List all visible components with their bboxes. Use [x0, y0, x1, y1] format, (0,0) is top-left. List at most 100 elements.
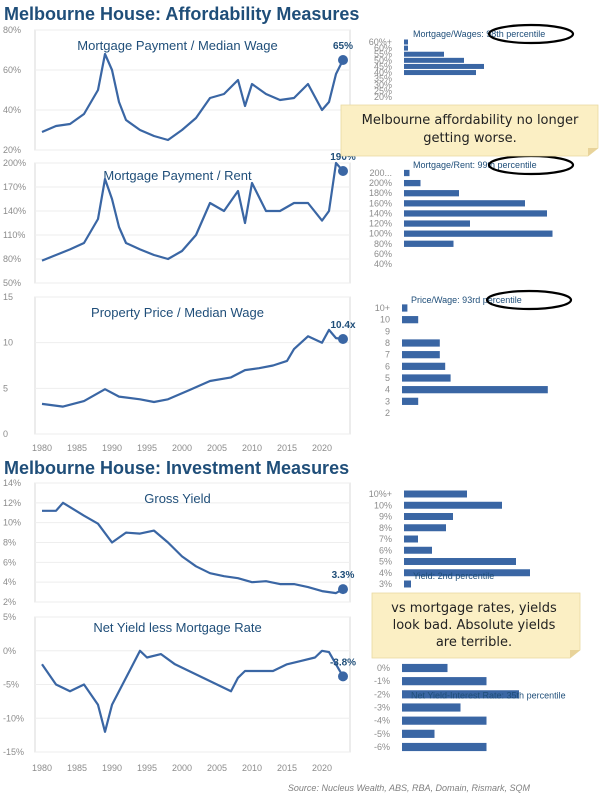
- histogram-bar: [404, 490, 467, 498]
- x-tick-label: 2010: [242, 443, 262, 453]
- histogram-bin-label: 50%: [374, 55, 392, 65]
- series-endpoint: [338, 55, 348, 65]
- histogram-bar: [404, 190, 459, 197]
- note-affordability-line-2: getting worse.: [423, 131, 517, 146]
- histogram-bar: [402, 703, 461, 712]
- histogram-bin-label: 45%: [374, 61, 392, 71]
- histogram-bin-label: 8: [385, 338, 390, 348]
- note-investment: vs mortgage rates, yields look bad. Abso…: [371, 592, 581, 659]
- histogram-bin-label: -3%: [374, 703, 390, 713]
- histogram-bar: [404, 580, 411, 588]
- x-tick-label: 2000: [172, 763, 192, 773]
- x-axis-years-affordability: 1980 1985 1990 1995 2000 2005 2010 2015 2020: [32, 443, 332, 453]
- x-tick-label: 1990: [102, 443, 122, 453]
- chart-title: Gross Yield: [144, 491, 210, 506]
- histogram-bin-label: 55%: [374, 49, 392, 59]
- series-line: [41, 649, 344, 733]
- x-tick-label: 2005: [207, 443, 227, 453]
- x-tick-label: 1995: [137, 443, 157, 453]
- x-tick-label: 2020: [312, 443, 332, 453]
- y-tick-label: 10: [3, 338, 13, 348]
- histogram-bar: [404, 210, 547, 217]
- y-tick-label: 5%: [3, 612, 16, 622]
- histogram-bin-label: 9: [385, 326, 390, 336]
- histogram-bin-label: 4: [385, 385, 390, 395]
- histogram-bin-label: 160%: [369, 198, 392, 208]
- histogram-bar: [402, 397, 419, 405]
- histogram-bin-label: -2%: [374, 689, 390, 699]
- percentile-highlight-ring: [485, 289, 573, 311]
- histogram-bin-label: 100%: [369, 229, 392, 239]
- x-tick-label: 2010: [242, 763, 262, 773]
- histogram-bin-label: 200...: [369, 168, 392, 178]
- histogram-bar: [404, 569, 530, 577]
- y-tick-label: -15%: [3, 747, 24, 757]
- y-tick-label: 15: [3, 292, 13, 302]
- histogram-bin-label: 60%+: [369, 37, 392, 47]
- histogram-bin-label: 3%: [379, 579, 392, 589]
- y-tick-label: 5: [3, 383, 8, 393]
- histogram-bin-label: 7: [385, 350, 390, 360]
- histogram-bar: [402, 351, 440, 359]
- histogram-price-wage: 10+ 109 8 76 5 43 2 Price/Wage: 93rd percentile: [375, 289, 573, 418]
- percentile-label: Mortgage/Rent: 99th percentile: [413, 160, 537, 170]
- chart-title: Mortgage Payment / Median Wage: [77, 38, 277, 53]
- x-tick-label: 2015: [277, 443, 297, 453]
- histogram-bar: [404, 230, 553, 237]
- x-tick-label: 2015: [277, 763, 297, 773]
- y-tick-label: 6%: [3, 557, 16, 567]
- note-investment-line-1: vs mortgage rates, yields: [391, 601, 557, 616]
- histogram-bin-label: 10: [380, 315, 390, 325]
- endpoint-label: 190%: [330, 152, 356, 163]
- series-line: [41, 52, 344, 142]
- chart-mortgage-wage: 20% 40% 60% 80% Mortgage Payment / Median Wa…: [3, 25, 353, 155]
- histogram-bin-label: 8%: [379, 523, 392, 533]
- y-tick-label: 4%: [3, 577, 16, 587]
- histogram-bin-label: 120%: [369, 219, 392, 229]
- histogram-bar: [404, 39, 408, 45]
- percentile-label: Net Yield-Interest Rate: 35th percentile: [411, 691, 566, 701]
- histogram-bin-label: 25%: [374, 86, 392, 96]
- histogram-bar: [404, 63, 484, 69]
- x-tick-label: 1980: [32, 763, 52, 773]
- y-tick-label: 12%: [3, 498, 21, 508]
- x-tick-label: 2000: [172, 443, 192, 453]
- y-tick-label: 10%: [3, 518, 21, 528]
- series-endpoint: [338, 166, 348, 176]
- y-tick-label: 0: [3, 429, 8, 439]
- x-tick-label: 1980: [32, 443, 52, 453]
- histogram-mortgage-rent: 200...200%180%160%140%120%100%80%60%40% M…: [369, 154, 575, 269]
- histogram-bar: [402, 663, 448, 673]
- chart-mortgage-rent: 50% 80% 110% 140% 170% 200% Mortgage Payment /…: [3, 152, 356, 288]
- histogram-bar: [402, 386, 548, 394]
- x-tick-label: 1985: [67, 443, 87, 453]
- y-tick-label: 140%: [3, 206, 26, 216]
- histogram-bar: [404, 220, 470, 227]
- endpoint-label: 3.3%: [332, 570, 355, 581]
- histogram-bin-label: 6%: [379, 545, 392, 555]
- y-tick-label: 0%: [3, 646, 16, 656]
- histogram-bin-label: 20%: [374, 92, 392, 102]
- percentile-label: Mortgage/Wages: 98th percentile: [413, 29, 545, 39]
- investment-section-title: Melbourne House: Investment Measures: [4, 458, 349, 478]
- histogram-bar: [404, 240, 454, 247]
- histogram-mortgage-wage: 60%+60%55%50%45%40%35%30%25%20% Mortgage/…: [369, 23, 575, 102]
- histogram-bin-label: -1%: [374, 676, 390, 686]
- histogram-bar: [404, 535, 418, 543]
- x-tick-label: 2005: [207, 763, 227, 773]
- histogram-bar: [404, 51, 444, 57]
- histogram-bar: [402, 729, 435, 738]
- percentile-label: Price/Wage: 93rd percentile: [411, 295, 522, 305]
- histogram-bar: [404, 179, 421, 187]
- histogram-bar: [404, 524, 446, 532]
- y-tick-label: 14%: [3, 478, 21, 488]
- x-axis-years-investment: 1980 1985 1990 1995 2000 2005 2010 2015 2020: [32, 763, 332, 773]
- histogram-bar: [402, 716, 487, 725]
- source-note: Source: Nucleus Wealth, ABS, RBA, Domain…: [288, 783, 531, 793]
- histogram-bar: [404, 200, 525, 207]
- x-tick-label: 1995: [137, 763, 157, 773]
- chart-price-wage: 0 5 10 15 Property Price / Median Wage 10.4x: [3, 292, 356, 439]
- chart-title: Mortgage Payment / Rent: [103, 168, 252, 183]
- histogram-bin-label: 40%: [374, 259, 392, 269]
- histogram-bin-label: 9%: [379, 512, 392, 522]
